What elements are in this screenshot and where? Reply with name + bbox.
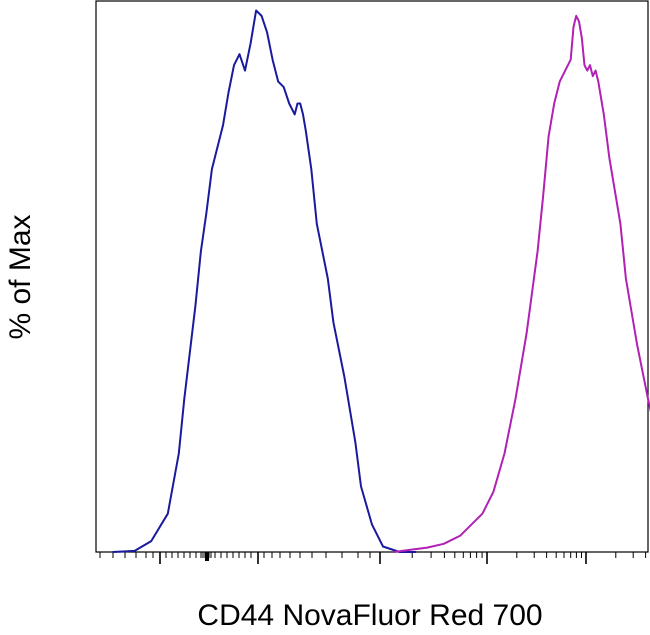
histogram-series-1 [112, 9, 417, 553]
y-axis-title: % of Max [4, 214, 37, 339]
histogram-series-2 [393, 14, 650, 553]
histogram-lines [112, 9, 650, 553]
x-axis-ticks [99, 552, 647, 564]
x-axis-title: CD44 NovaFluor Red 700 [197, 599, 542, 632]
plot-area [95, 0, 649, 553]
